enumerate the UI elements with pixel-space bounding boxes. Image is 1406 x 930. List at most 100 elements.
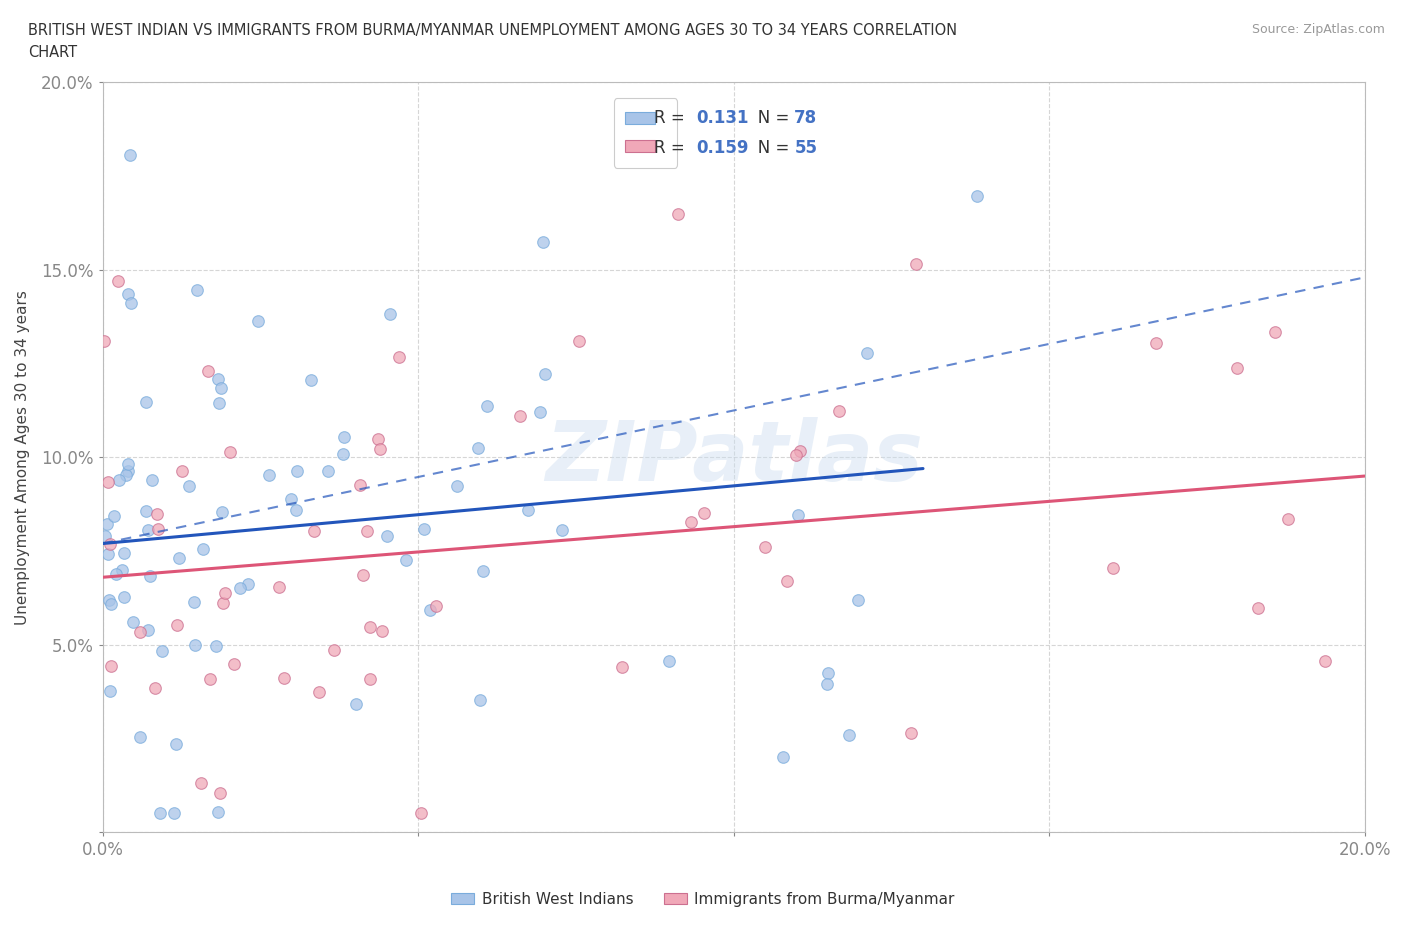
Point — [419, 603, 441, 618]
Point — [236, 577, 259, 591]
Point — [394, 552, 416, 567]
Point — [299, 372, 322, 387]
Point — [378, 307, 401, 322]
Point — [273, 671, 295, 685]
Point — [209, 380, 232, 395]
Point — [534, 366, 557, 381]
Point — [509, 408, 531, 423]
Point — [207, 371, 229, 386]
Point — [103, 509, 125, 524]
Text: 0.159: 0.159 — [696, 140, 748, 157]
Text: 78: 78 — [794, 109, 817, 126]
Point — [117, 286, 139, 301]
Point — [517, 503, 540, 518]
Text: N =: N = — [742, 109, 794, 126]
Point — [177, 478, 200, 493]
Point — [346, 697, 368, 711]
Point — [787, 507, 810, 522]
Point — [166, 618, 188, 632]
Point — [359, 671, 381, 686]
Point — [446, 479, 468, 494]
Point — [316, 463, 339, 478]
Point — [900, 726, 922, 741]
Point — [163, 806, 186, 821]
Point — [966, 189, 988, 204]
Point — [285, 464, 308, 479]
Point — [138, 622, 160, 637]
Point — [170, 463, 193, 478]
Point — [165, 737, 187, 751]
Point — [98, 537, 121, 551]
Point — [93, 334, 115, 349]
Point — [107, 273, 129, 288]
Point — [772, 750, 794, 764]
Point — [789, 444, 811, 458]
Point — [211, 595, 233, 610]
Point — [100, 597, 122, 612]
Point — [184, 638, 207, 653]
Point — [135, 394, 157, 409]
Point — [97, 474, 120, 489]
Point — [658, 654, 681, 669]
Point — [94, 528, 117, 543]
Point — [1313, 654, 1336, 669]
Point — [815, 677, 838, 692]
Text: CHART: CHART — [28, 45, 77, 60]
Point — [190, 776, 212, 790]
Point — [121, 614, 143, 629]
Point — [388, 350, 411, 365]
Point — [208, 786, 231, 801]
Point — [332, 446, 354, 461]
Point — [214, 586, 236, 601]
Point — [846, 592, 869, 607]
Point — [302, 524, 325, 538]
Text: R =: R = — [654, 140, 690, 157]
Point — [551, 523, 574, 538]
Point — [817, 666, 839, 681]
Point — [191, 541, 214, 556]
Point — [856, 346, 879, 361]
Text: 0.131: 0.131 — [696, 109, 748, 126]
Point — [183, 595, 205, 610]
Text: R =: R = — [654, 109, 690, 126]
Point — [135, 503, 157, 518]
Point — [98, 684, 121, 698]
Point — [1226, 361, 1249, 376]
Point — [838, 727, 860, 742]
Point — [169, 551, 191, 565]
Point — [129, 729, 152, 744]
Point — [785, 447, 807, 462]
Point — [828, 404, 851, 418]
Point — [681, 514, 703, 529]
Point — [349, 477, 371, 492]
Point — [1264, 325, 1286, 339]
Point — [529, 405, 551, 419]
Point — [150, 644, 173, 658]
Point — [97, 592, 120, 607]
Point — [112, 590, 135, 604]
Point — [186, 283, 208, 298]
Point — [776, 573, 799, 588]
Text: BRITISH WEST INDIAN VS IMMIGRANTS FROM BURMA/MYANMAR UNEMPLOYMENT AMONG AGES 30 : BRITISH WEST INDIAN VS IMMIGRANTS FROM B… — [28, 23, 957, 38]
Point — [257, 468, 280, 483]
Point — [754, 539, 776, 554]
Point — [104, 566, 127, 581]
Point — [110, 562, 132, 577]
Point — [96, 516, 118, 531]
Point — [115, 468, 138, 483]
Y-axis label: Unemployment Among Ages 30 to 34 years: Unemployment Among Ages 30 to 34 years — [15, 290, 30, 625]
Point — [475, 399, 498, 414]
Point — [413, 522, 436, 537]
Point — [141, 472, 163, 487]
Point — [359, 619, 381, 634]
Text: 55: 55 — [794, 140, 817, 157]
Text: Source: ZipAtlas.com: Source: ZipAtlas.com — [1251, 23, 1385, 36]
Point — [117, 463, 139, 478]
Point — [467, 441, 489, 456]
Point — [120, 148, 142, 163]
Point — [332, 430, 354, 445]
Point — [1102, 561, 1125, 576]
Point — [1247, 601, 1270, 616]
Point — [149, 806, 172, 821]
Point — [1144, 336, 1167, 351]
